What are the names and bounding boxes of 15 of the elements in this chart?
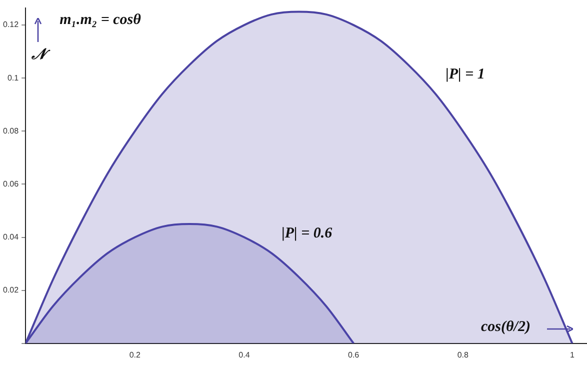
series-label: |P| = 1 — [446, 66, 485, 82]
series-label: |P| = 0.6 — [282, 226, 333, 242]
x-axis-title: cos(θ/2) — [481, 319, 530, 336]
x-tick-label: 0.4 — [238, 350, 250, 360]
y-tick-label: 0.04 — [2, 232, 20, 242]
x-tick-label: 0.8 — [457, 350, 470, 360]
x-tick-label: 0.2 — [129, 350, 142, 360]
y-tick-label: 0.02 — [2, 286, 20, 295]
chart-title: m₁.m₂ = cosθ — [60, 12, 141, 29]
x-tick-label: 1 — [570, 350, 576, 360]
y-tick-label: 0.12 — [2, 20, 20, 30]
y-tick-label: 0.08 — [2, 126, 20, 136]
y-tick-label: 0.1 — [7, 73, 20, 82]
y-tick-label: 0.06 — [2, 179, 20, 188]
x-tick-label: 0.6 — [348, 350, 360, 360]
